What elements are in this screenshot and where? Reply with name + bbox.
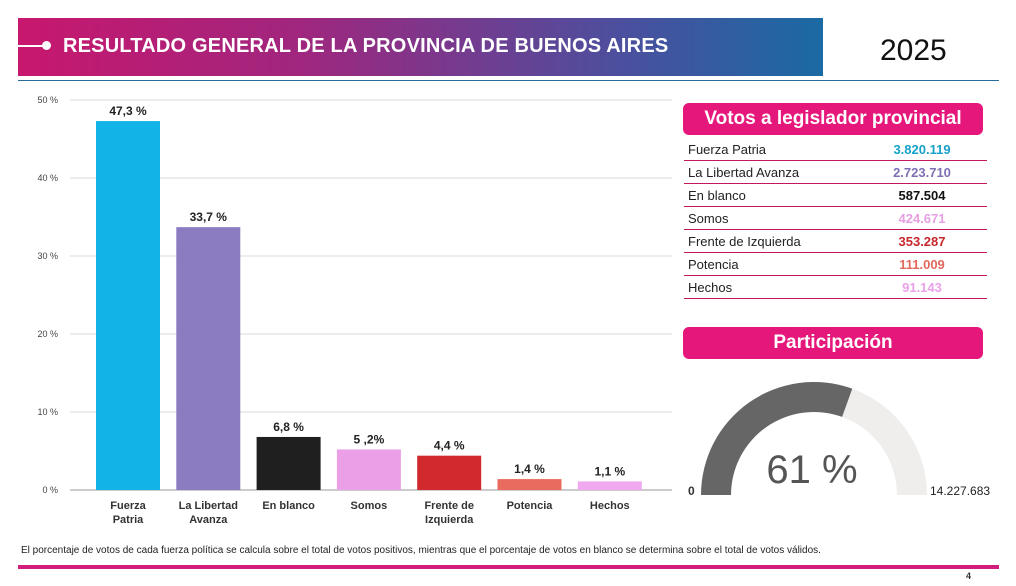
vote-count: 424.671 (857, 206, 987, 230)
page-title: RESULTADO GENERAL DE LA PROVINCIA DE BUE… (63, 35, 669, 57)
category-label: Avanza (189, 514, 228, 526)
votes-row: Somos 424.671 (684, 206, 987, 230)
party-name: En blanco (684, 183, 857, 207)
party-name: Fuerza Patria (684, 138, 857, 161)
votes-panel-title: Votos a legislador provincial (683, 103, 983, 135)
bar-value-label: 5 ,2% (354, 432, 385, 446)
bar-chart: 0 % 10 % 20 % 30 % 40 % 50 % 47,3 % Fuerza Patri… (37, 95, 672, 526)
page-number: 4 (966, 571, 972, 581)
votes-row: Hechos 91.143 (684, 275, 987, 299)
votes-row: En blanco 587.504 (684, 183, 987, 207)
footer-divider (18, 565, 999, 569)
category-label: En blanco (262, 500, 315, 512)
title-banner: RESULTADO GENERAL DE LA PROVINCIA DE BUE… (18, 18, 823, 76)
footnote: El porcentaje de votos de cada fuerza po… (21, 545, 821, 556)
category-label: La Libertad (179, 500, 238, 512)
banner-dot (42, 41, 51, 50)
bar-value-label: 4,4 % (434, 439, 465, 453)
gauge-max-label: 14.227.683 (930, 484, 991, 498)
year-label: 2025 (880, 34, 947, 67)
category-label: Hechos (590, 500, 630, 512)
votes-table: Fuerza Patria 3.820.119 La Libertad Avanza… (684, 138, 987, 299)
y-tick-label: 50 % (37, 95, 58, 105)
bar (336, 449, 401, 490)
category-label: Potencia (507, 500, 554, 512)
header-divider (18, 80, 999, 81)
y-tick-label: 30 % (37, 251, 58, 261)
party-name: La Libertad Avanza (684, 160, 857, 184)
y-tick-label: 0 % (42, 485, 58, 495)
votes-row: La Libertad Avanza 2.723.710 (684, 160, 987, 184)
bar (96, 121, 160, 490)
bar (577, 481, 642, 490)
vote-count: 353.287 (857, 229, 987, 253)
votes-row: Fuerza Patria 3.820.119 (684, 138, 987, 161)
category-label: Fuerza (110, 500, 146, 512)
party-name: Somos (684, 206, 857, 230)
vote-count: 3.820.119 (857, 138, 987, 161)
category-label: Patria (113, 514, 144, 526)
participation-percent: 61 % (766, 448, 858, 492)
bar (176, 227, 241, 490)
vote-count: 2.723.710 (857, 160, 987, 184)
gauge-min-label: 0 (688, 484, 695, 498)
bar (497, 479, 562, 490)
party-name: Frente de Izquierda (684, 229, 857, 253)
bar-value-label: 1,1 % (594, 464, 625, 478)
vote-count: 91.143 (857, 275, 987, 299)
party-name: Potencia (684, 252, 857, 276)
votes-row: Frente de Izquierda 353.287 (684, 229, 987, 253)
category-label: Somos (351, 500, 388, 512)
vote-count: 111.009 (857, 252, 987, 276)
banner-line (18, 45, 44, 47)
vote-count: 587.504 (857, 183, 987, 207)
bar (417, 455, 482, 490)
party-name: Hechos (684, 275, 857, 299)
y-tick-label: 40 % (37, 173, 58, 183)
votes-row: Potencia 111.009 (684, 252, 987, 276)
bar-value-label: 1,4 % (514, 462, 545, 476)
bar-value-label: 47,3 % (109, 104, 147, 118)
participation-gauge (701, 382, 927, 495)
y-tick-label: 10 % (37, 407, 58, 417)
bar (256, 436, 321, 490)
bar-value-label: 33,7 % (190, 210, 228, 224)
y-tick-label: 20 % (37, 329, 58, 339)
category-label: Frente de (424, 500, 474, 512)
gauge-fill (701, 382, 853, 495)
category-label: Izquierda (425, 514, 474, 526)
bar-value-label: 6,8 % (273, 420, 304, 434)
participation-title: Participación (683, 327, 983, 359)
